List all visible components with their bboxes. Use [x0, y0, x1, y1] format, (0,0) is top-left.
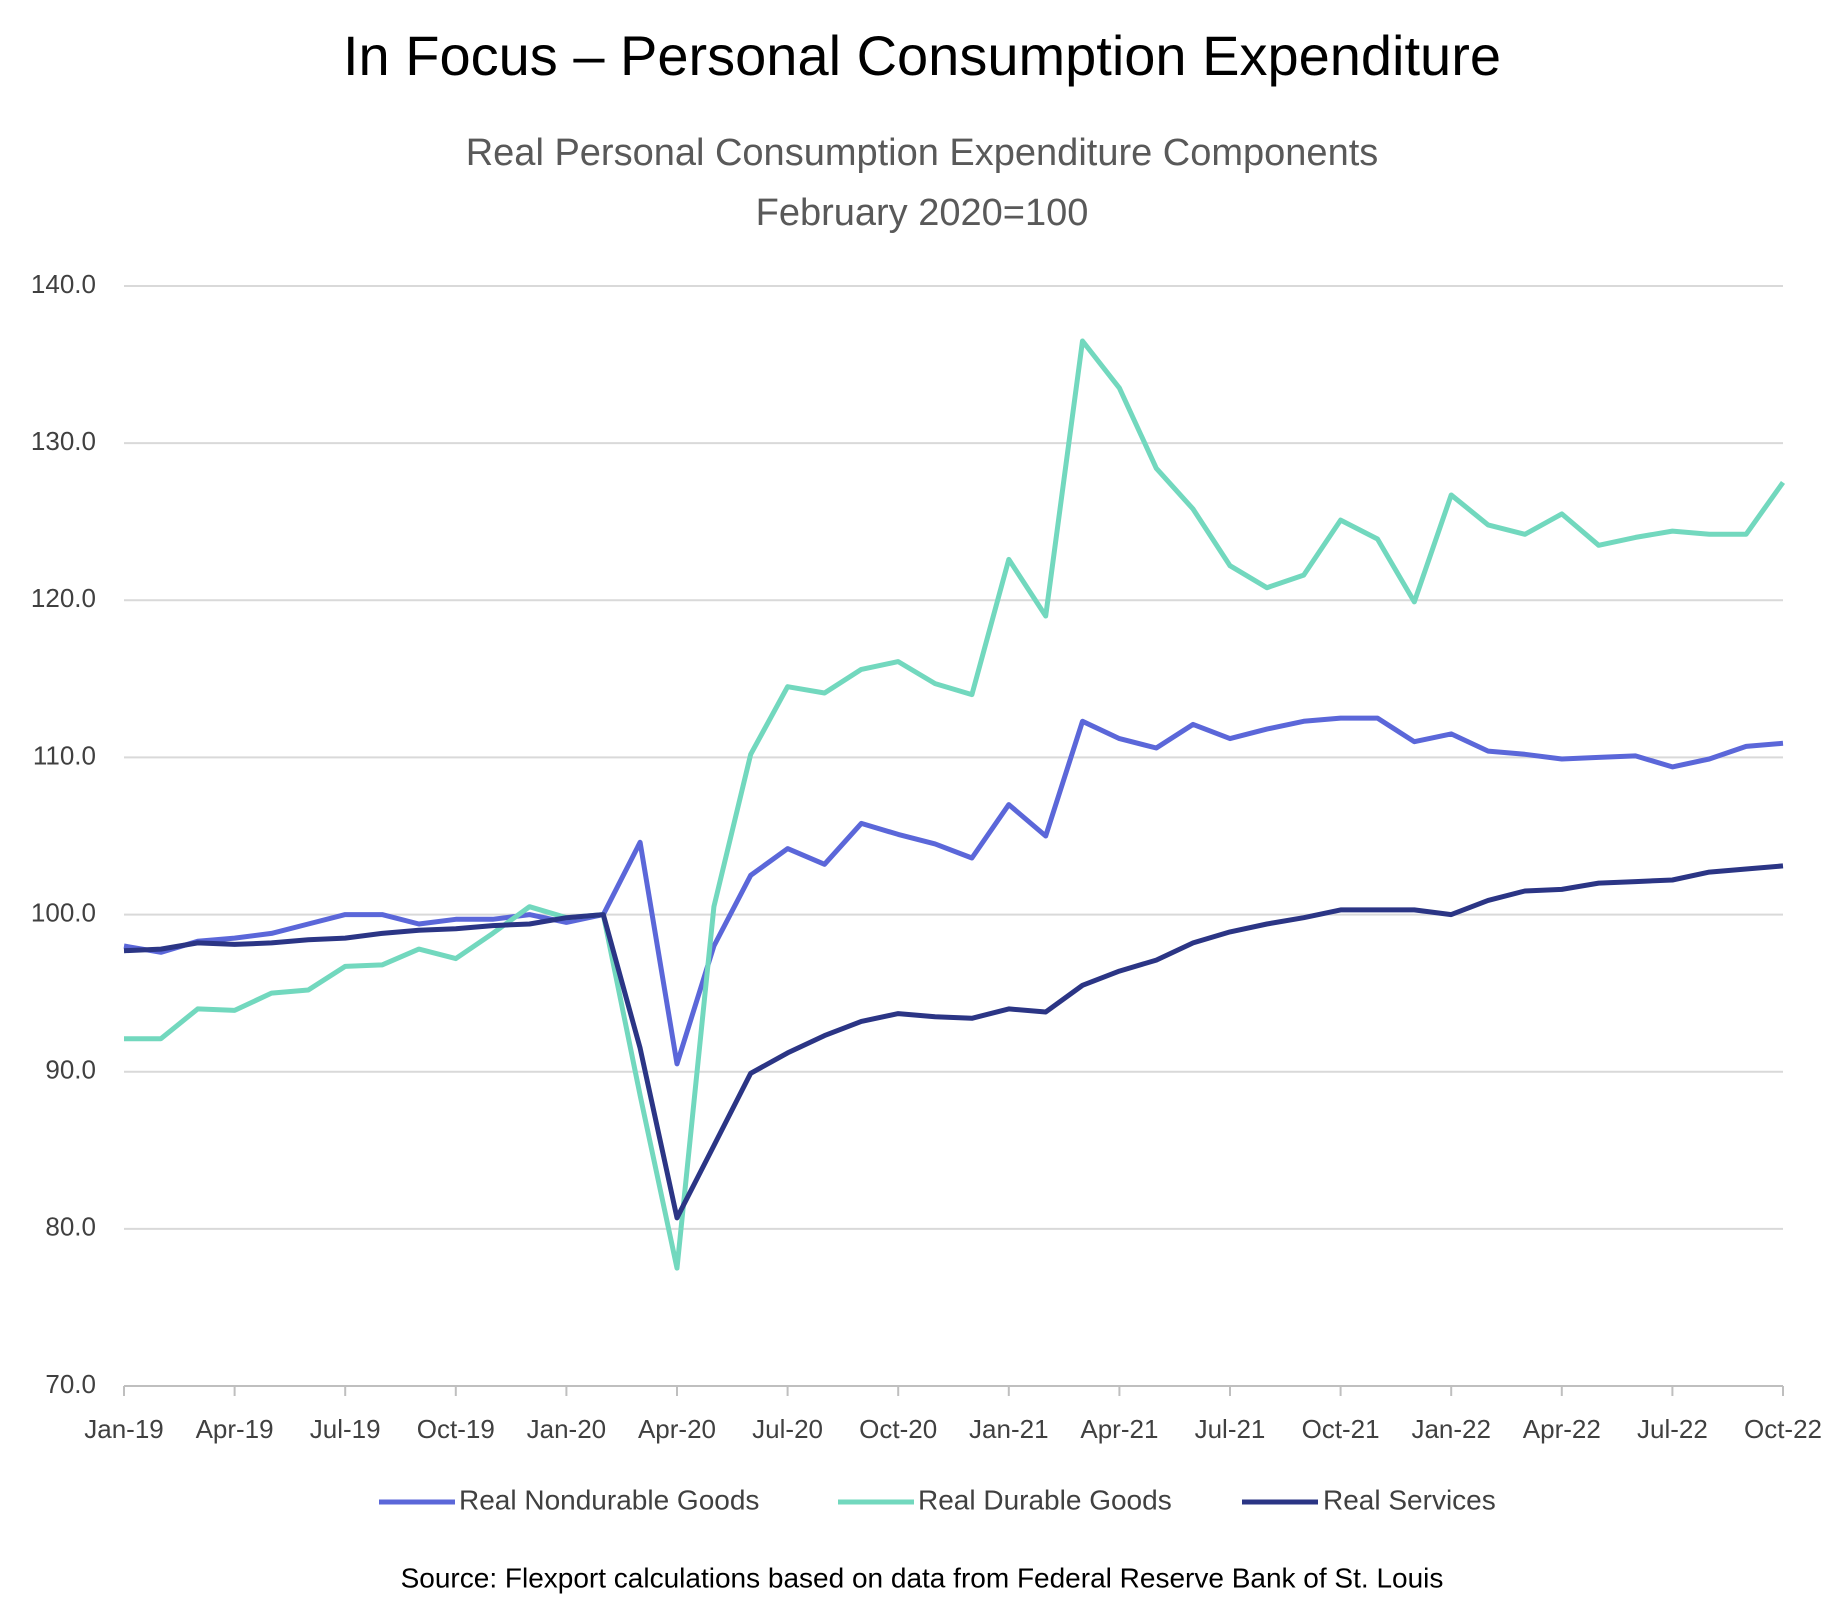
y-tick-label: 100.0 — [31, 897, 96, 927]
series-line — [123, 863, 1784, 1221]
x-tick-label: Jul-19 — [310, 1414, 381, 1444]
chart-title: In Focus – Personal Consumption Expendit… — [343, 24, 1501, 87]
y-tick-label: 80.0 — [45, 1212, 96, 1242]
x-tick-label: Oct-22 — [1744, 1414, 1822, 1444]
y-tick-label: 110.0 — [33, 740, 96, 770]
y-tick-label: 70.0 — [45, 1369, 96, 1399]
x-tick-label: Jan-22 — [1411, 1414, 1491, 1444]
x-tick-label: Jul-20 — [752, 1414, 823, 1444]
x-tick-label: Apr-21 — [1080, 1414, 1158, 1444]
x-tick-label: Apr-20 — [638, 1414, 716, 1444]
x-tick-label: Apr-19 — [196, 1414, 274, 1444]
x-tick-label: Jul-22 — [1637, 1414, 1708, 1444]
x-tick-label: Oct-20 — [859, 1414, 937, 1444]
x-tick-label: Jan-19 — [84, 1414, 164, 1444]
x-tick-label: Jan-20 — [527, 1414, 607, 1444]
x-tick-label: Oct-19 — [417, 1414, 495, 1444]
y-tick-label: 90.0 — [45, 1055, 96, 1085]
chart-subtitle: February 2020=100 — [756, 192, 1089, 234]
series-line — [123, 715, 1784, 1067]
x-tick-label: Oct-21 — [1302, 1414, 1380, 1444]
x-tick-label: Jan-21 — [969, 1414, 1049, 1444]
y-tick-label: 120.0 — [31, 583, 96, 613]
x-tick-label: Apr-22 — [1523, 1414, 1601, 1444]
y-tick-label: 130.0 — [31, 426, 96, 456]
legend-label: Real Services — [1323, 1484, 1496, 1515]
legend-label: Real Durable Goods — [918, 1484, 1172, 1515]
x-tick-label: Jul-21 — [1195, 1414, 1266, 1444]
series-line — [124, 338, 1786, 1271]
legend-label: Real Nondurable Goods — [459, 1484, 759, 1515]
chart-subtitle: Real Personal Consumption Expenditure Co… — [466, 132, 1379, 174]
source-note: Source: Flexport calculations based on d… — [401, 1562, 1444, 1593]
y-tick-label: 140.0 — [31, 269, 96, 299]
